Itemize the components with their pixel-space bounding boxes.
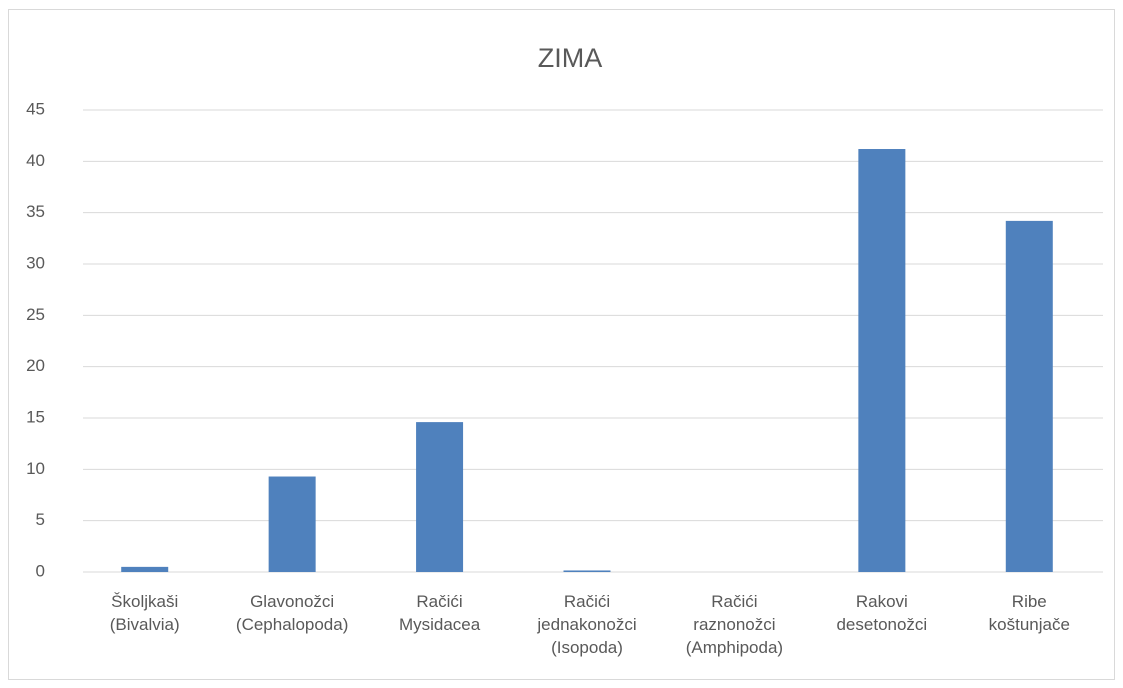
x-tick-label: Školjkaši (Bivalvia) — [109, 592, 180, 634]
x-tick-label: Ribe koštunjače — [988, 592, 1070, 634]
x-tick-label: Račići Mysidacea — [398, 592, 481, 634]
y-tick-label: 45 — [26, 99, 45, 118]
bar — [563, 570, 611, 572]
y-tick-label: 5 — [36, 510, 45, 529]
y-tick-label: 40 — [26, 151, 45, 170]
bar — [121, 566, 169, 572]
y-tick-label: 20 — [26, 356, 45, 375]
chart-border — [8, 9, 1115, 680]
bar — [268, 476, 316, 572]
y-tick-label: 35 — [26, 202, 45, 221]
y-tick-label: 0 — [36, 561, 45, 580]
x-tick-label: Glavonožci (Cephalopoda) — [235, 592, 349, 634]
y-tick-label: 15 — [26, 407, 45, 426]
y-tick-label: 25 — [26, 305, 45, 324]
y-tick-label: 10 — [26, 459, 45, 478]
chart-title: ZIMA — [538, 43, 603, 73]
x-tick-label: Rakovi desetonožci — [836, 592, 928, 634]
bar — [416, 422, 464, 572]
bar — [1005, 220, 1053, 572]
y-tick-label: 30 — [26, 253, 45, 272]
x-tick-label: Račići jednakonožci (Isopoda) — [537, 592, 637, 657]
bar — [858, 149, 906, 572]
x-tick-label: Račići raznonožci (Amphipoda) — [685, 592, 784, 657]
